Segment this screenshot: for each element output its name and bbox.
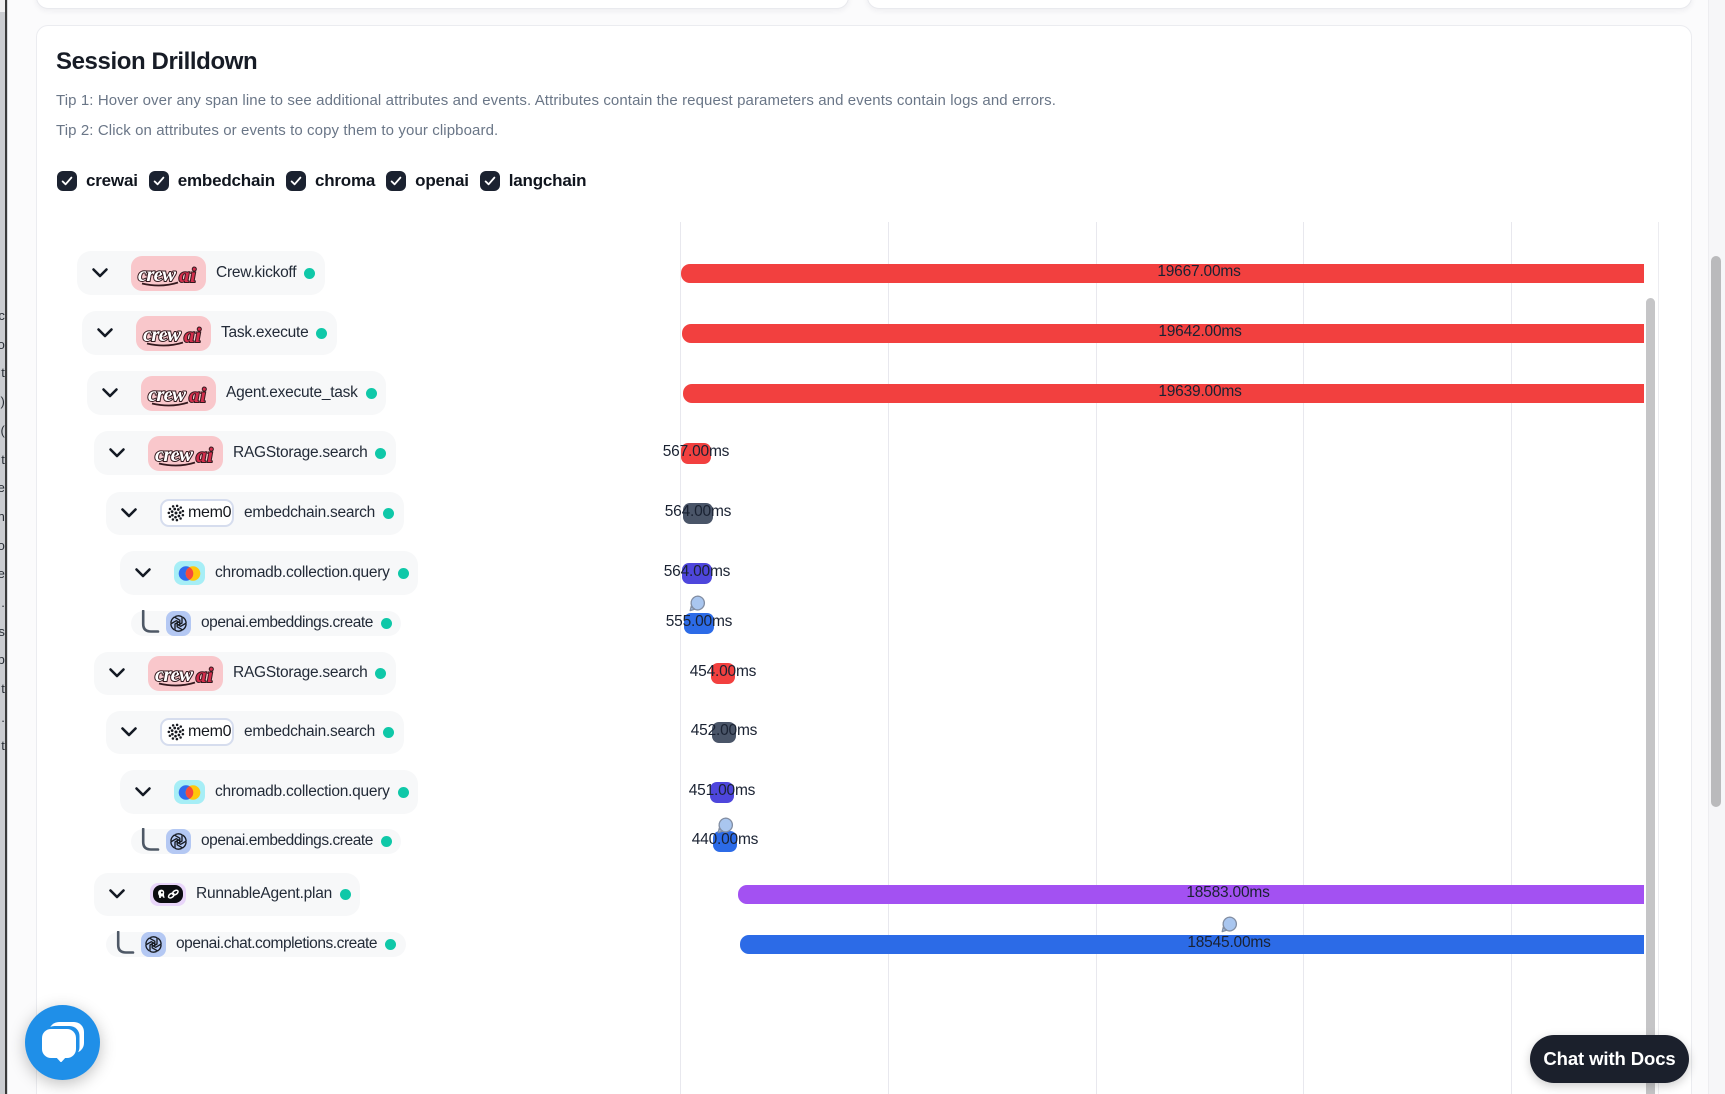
svg-text:ai: ai xyxy=(196,443,213,467)
svg-text:crew: crew xyxy=(155,662,194,686)
svg-text:crew: crew xyxy=(155,442,194,466)
svg-text:ai: ai xyxy=(179,263,196,287)
svg-text:ai: ai xyxy=(189,383,206,407)
svg-text:ai: ai xyxy=(196,663,213,687)
svg-text:crew: crew xyxy=(143,322,182,346)
svg-text:ai: ai xyxy=(184,323,201,347)
svg-text:crew: crew xyxy=(138,262,177,286)
svg-text:crew: crew xyxy=(148,382,187,406)
